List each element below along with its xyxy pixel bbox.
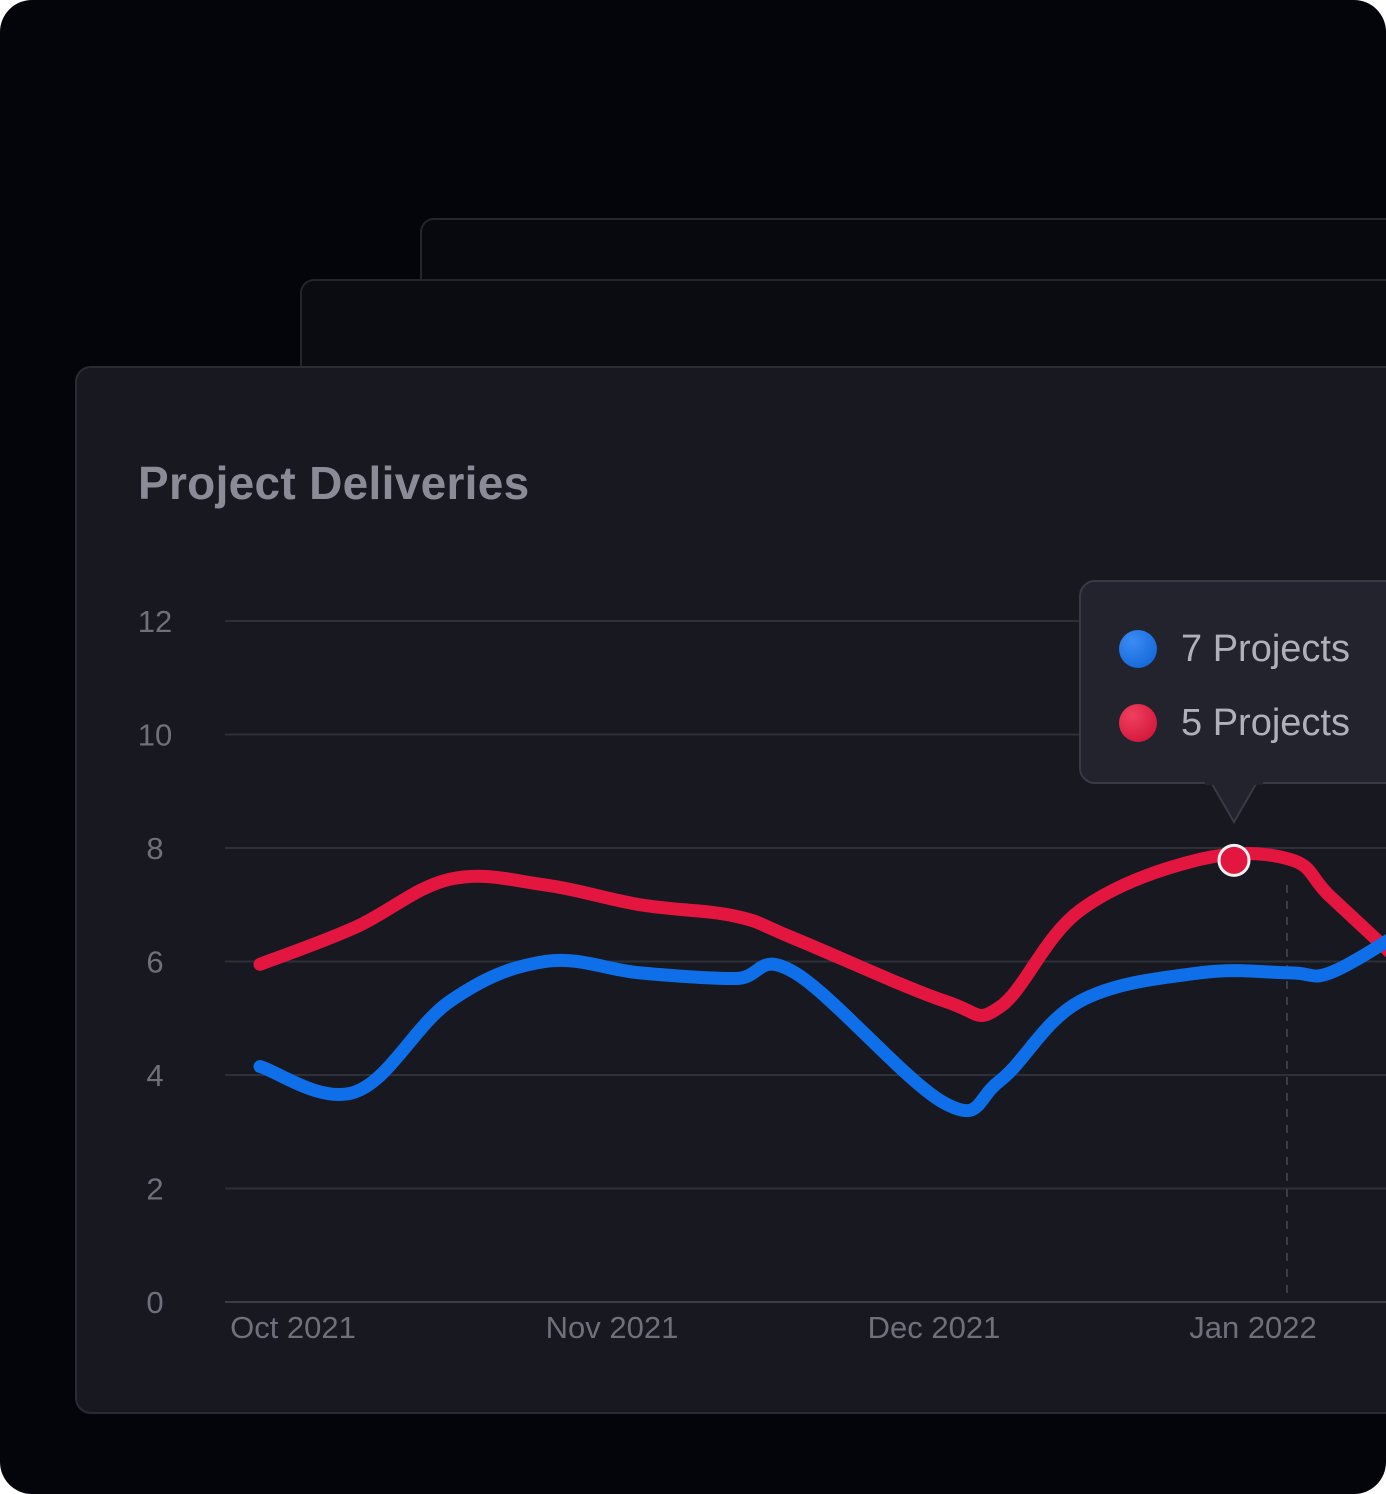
series-line-red <box>253 846 1386 1022</box>
highlight-point-marker[interactable] <box>1217 843 1251 877</box>
y-tick-label: 8 <box>146 831 163 866</box>
blue-dot-icon <box>1119 630 1157 668</box>
x-tick-label: Dec 2021 <box>868 1310 1001 1345</box>
y-tick-label: 10 <box>138 718 172 753</box>
series-lines <box>253 846 1386 1117</box>
y-tick-label: 6 <box>146 945 163 980</box>
tooltip: 7 Projects 5 Projects <box>1079 580 1386 784</box>
y-tick-label: 12 <box>138 604 172 639</box>
series-line-blue <box>253 934 1386 1117</box>
x-tick-label: Oct 2021 <box>230 1310 356 1345</box>
x-tick-label: Nov 2021 <box>546 1310 679 1345</box>
tooltip-label-blue: 7 Projects <box>1181 628 1350 670</box>
chart-card <box>75 366 1386 1414</box>
tooltip-row-blue: 7 Projects <box>1119 630 1350 668</box>
tooltip-label-red: 5 Projects <box>1181 702 1350 744</box>
axes: 0 2 4 6 8 10 12 Oct 2021 Nov 2021 Dec 2021 Jan 202… <box>138 604 1317 1345</box>
card-title: Project Deliveries <box>138 457 530 509</box>
x-tick-label: Jan 2022 <box>1189 1310 1317 1345</box>
y-tick-label: 0 <box>146 1285 163 1320</box>
tooltip-row-red: 5 Projects <box>1119 704 1350 742</box>
markers <box>1217 843 1251 877</box>
y-tick-label: 4 <box>146 1058 163 1093</box>
red-dot-icon <box>1119 704 1157 742</box>
y-tick-label: 2 <box>146 1172 163 1207</box>
